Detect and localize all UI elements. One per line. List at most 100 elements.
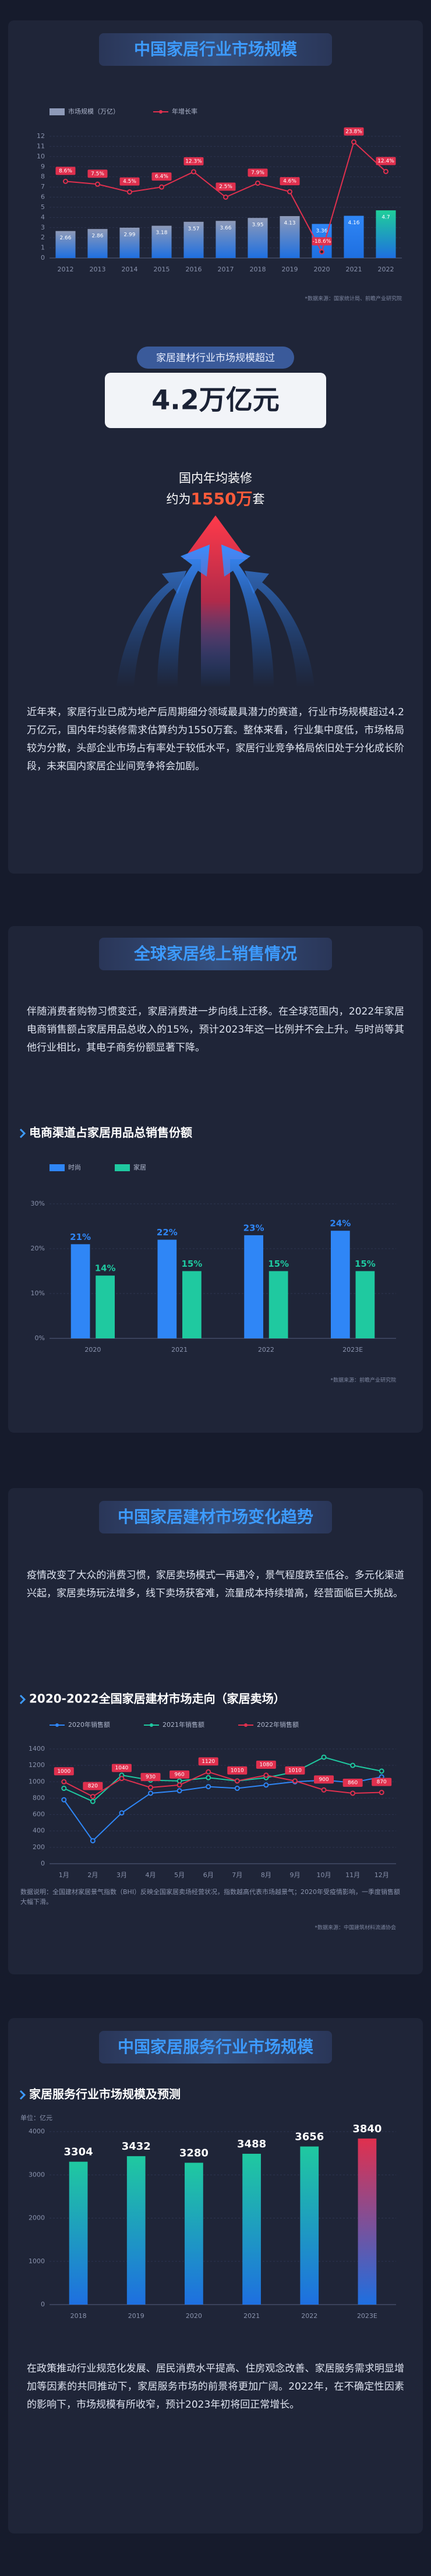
data-label: 8.6% — [59, 168, 72, 174]
bar — [185, 2162, 203, 2305]
bar — [358, 2138, 377, 2305]
data-label: 4.5% — [123, 179, 136, 185]
x-tick-label: 10月 — [317, 1871, 331, 1879]
x-tick-label: 2013 — [90, 266, 106, 273]
bar — [182, 1271, 202, 1338]
number: 1550万 — [191, 489, 253, 508]
point — [90, 1794, 96, 1800]
y-tick-label: 400 — [33, 1827, 45, 1835]
x-tick-label: 2020 — [186, 2312, 202, 2320]
line — [63, 1757, 382, 1803]
data-label: -18.6% — [313, 239, 331, 245]
data-label: 1120 — [202, 1759, 215, 1765]
x-tick-label: 12月 — [375, 1871, 389, 1879]
label-box — [376, 157, 396, 165]
legend-swatch — [244, 1723, 248, 1727]
point — [176, 1782, 182, 1788]
chart-title: 2020-2022全国家居建材市场走向（家居卖场） — [29, 1692, 285, 1706]
y-tick-label: 7 — [41, 183, 45, 190]
prefix: 约为 — [167, 492, 191, 506]
data-label: 1040 — [115, 1765, 129, 1771]
data-label: 1080 — [259, 1762, 273, 1768]
bar-label: 24% — [330, 1218, 351, 1229]
label-box — [111, 1764, 132, 1772]
label-box — [344, 127, 364, 136]
x-tick-label: 2016 — [186, 266, 202, 273]
bar — [126, 2156, 146, 2305]
bar-label: 15% — [268, 1259, 289, 1269]
data-label: 1010 — [288, 1768, 302, 1773]
bar — [244, 1235, 263, 1338]
point — [351, 139, 356, 145]
caption-pill — [137, 347, 294, 369]
label-box — [342, 1778, 363, 1787]
y-tick-label: 8 — [41, 173, 45, 181]
y-tick-label: 600 — [33, 1811, 45, 1818]
point — [176, 1788, 182, 1794]
y-tick-label: 3 — [41, 224, 45, 231]
bar-label: 3.57 — [188, 226, 199, 232]
bar-label: 3840 — [352, 2123, 381, 2135]
section-title: 中国家居建材市场变化趋势 — [118, 1507, 313, 1526]
point — [95, 181, 100, 187]
data-label: 860 — [348, 1780, 358, 1786]
bar — [344, 215, 364, 258]
y-tick-label: 1 — [41, 244, 45, 252]
x-tick-label: 2023E — [342, 1346, 363, 1354]
label-box — [227, 1766, 248, 1775]
title-marker — [19, 1694, 26, 1705]
label-box — [248, 168, 268, 177]
title-marker — [19, 1128, 26, 1139]
point — [263, 1782, 269, 1788]
x-tick-label: 2018 — [70, 2312, 87, 2320]
y-tick-label: 3000 — [29, 2171, 45, 2178]
arrow — [221, 545, 274, 687]
y-tick-label: 1400 — [29, 1745, 45, 1752]
x-tick-label: 4月 — [146, 1871, 156, 1879]
bar — [119, 227, 140, 258]
bar-label: 3.36 — [316, 228, 327, 234]
label-box — [183, 157, 204, 165]
x-tick-label: 11月 — [345, 1871, 360, 1879]
point — [234, 1778, 240, 1784]
x-tick-label: 5月 — [174, 1871, 185, 1879]
y-tick-label: 10 — [37, 153, 45, 160]
point — [119, 1810, 125, 1816]
label-box — [256, 1761, 276, 1769]
chart-title: 家居服务行业市场规模及预测 — [29, 2087, 181, 2101]
title-pill — [99, 2031, 332, 2063]
bar — [87, 229, 108, 258]
legend-swatch — [150, 1723, 153, 1727]
bar-label: 15% — [181, 1259, 202, 1269]
bar-label: 2.66 — [59, 235, 71, 241]
card — [8, 926, 423, 1433]
chart-title: 电商渠道占家居用品总销售份额 — [29, 1126, 192, 1140]
x-tick-label: 2021 — [243, 2312, 260, 2320]
x-tick-label: 2020 — [314, 266, 330, 273]
data-label: 23.8% — [345, 129, 362, 135]
note: 约为1550万套 — [167, 489, 265, 508]
y-tick-label: 1000 — [29, 2257, 45, 2265]
data-label: 960 — [175, 1772, 185, 1778]
label-box — [285, 1766, 305, 1775]
x-tick-label: 2021 — [346, 266, 362, 273]
bar-label: 4.16 — [348, 220, 359, 226]
label-box — [55, 167, 76, 175]
y-tick-label: 5 — [41, 203, 45, 211]
point — [148, 1785, 154, 1790]
bar-label: 3.95 — [252, 222, 263, 228]
data-label: 2.5% — [219, 184, 232, 190]
legend-label: 市场规模（万亿） — [68, 107, 119, 115]
legend-swatch — [115, 1164, 130, 1171]
bar — [269, 1271, 288, 1338]
x-tick-label: 1月 — [59, 1871, 69, 1879]
point — [321, 1754, 327, 1760]
y-tick-label: 9 — [41, 162, 45, 170]
section-title: 中国家居服务行业市场规模 — [118, 2037, 314, 2056]
point — [383, 168, 388, 174]
title-pill — [99, 938, 332, 970]
y-tick-label: 0% — [35, 1334, 45, 1342]
point — [191, 169, 196, 175]
point — [159, 184, 164, 190]
